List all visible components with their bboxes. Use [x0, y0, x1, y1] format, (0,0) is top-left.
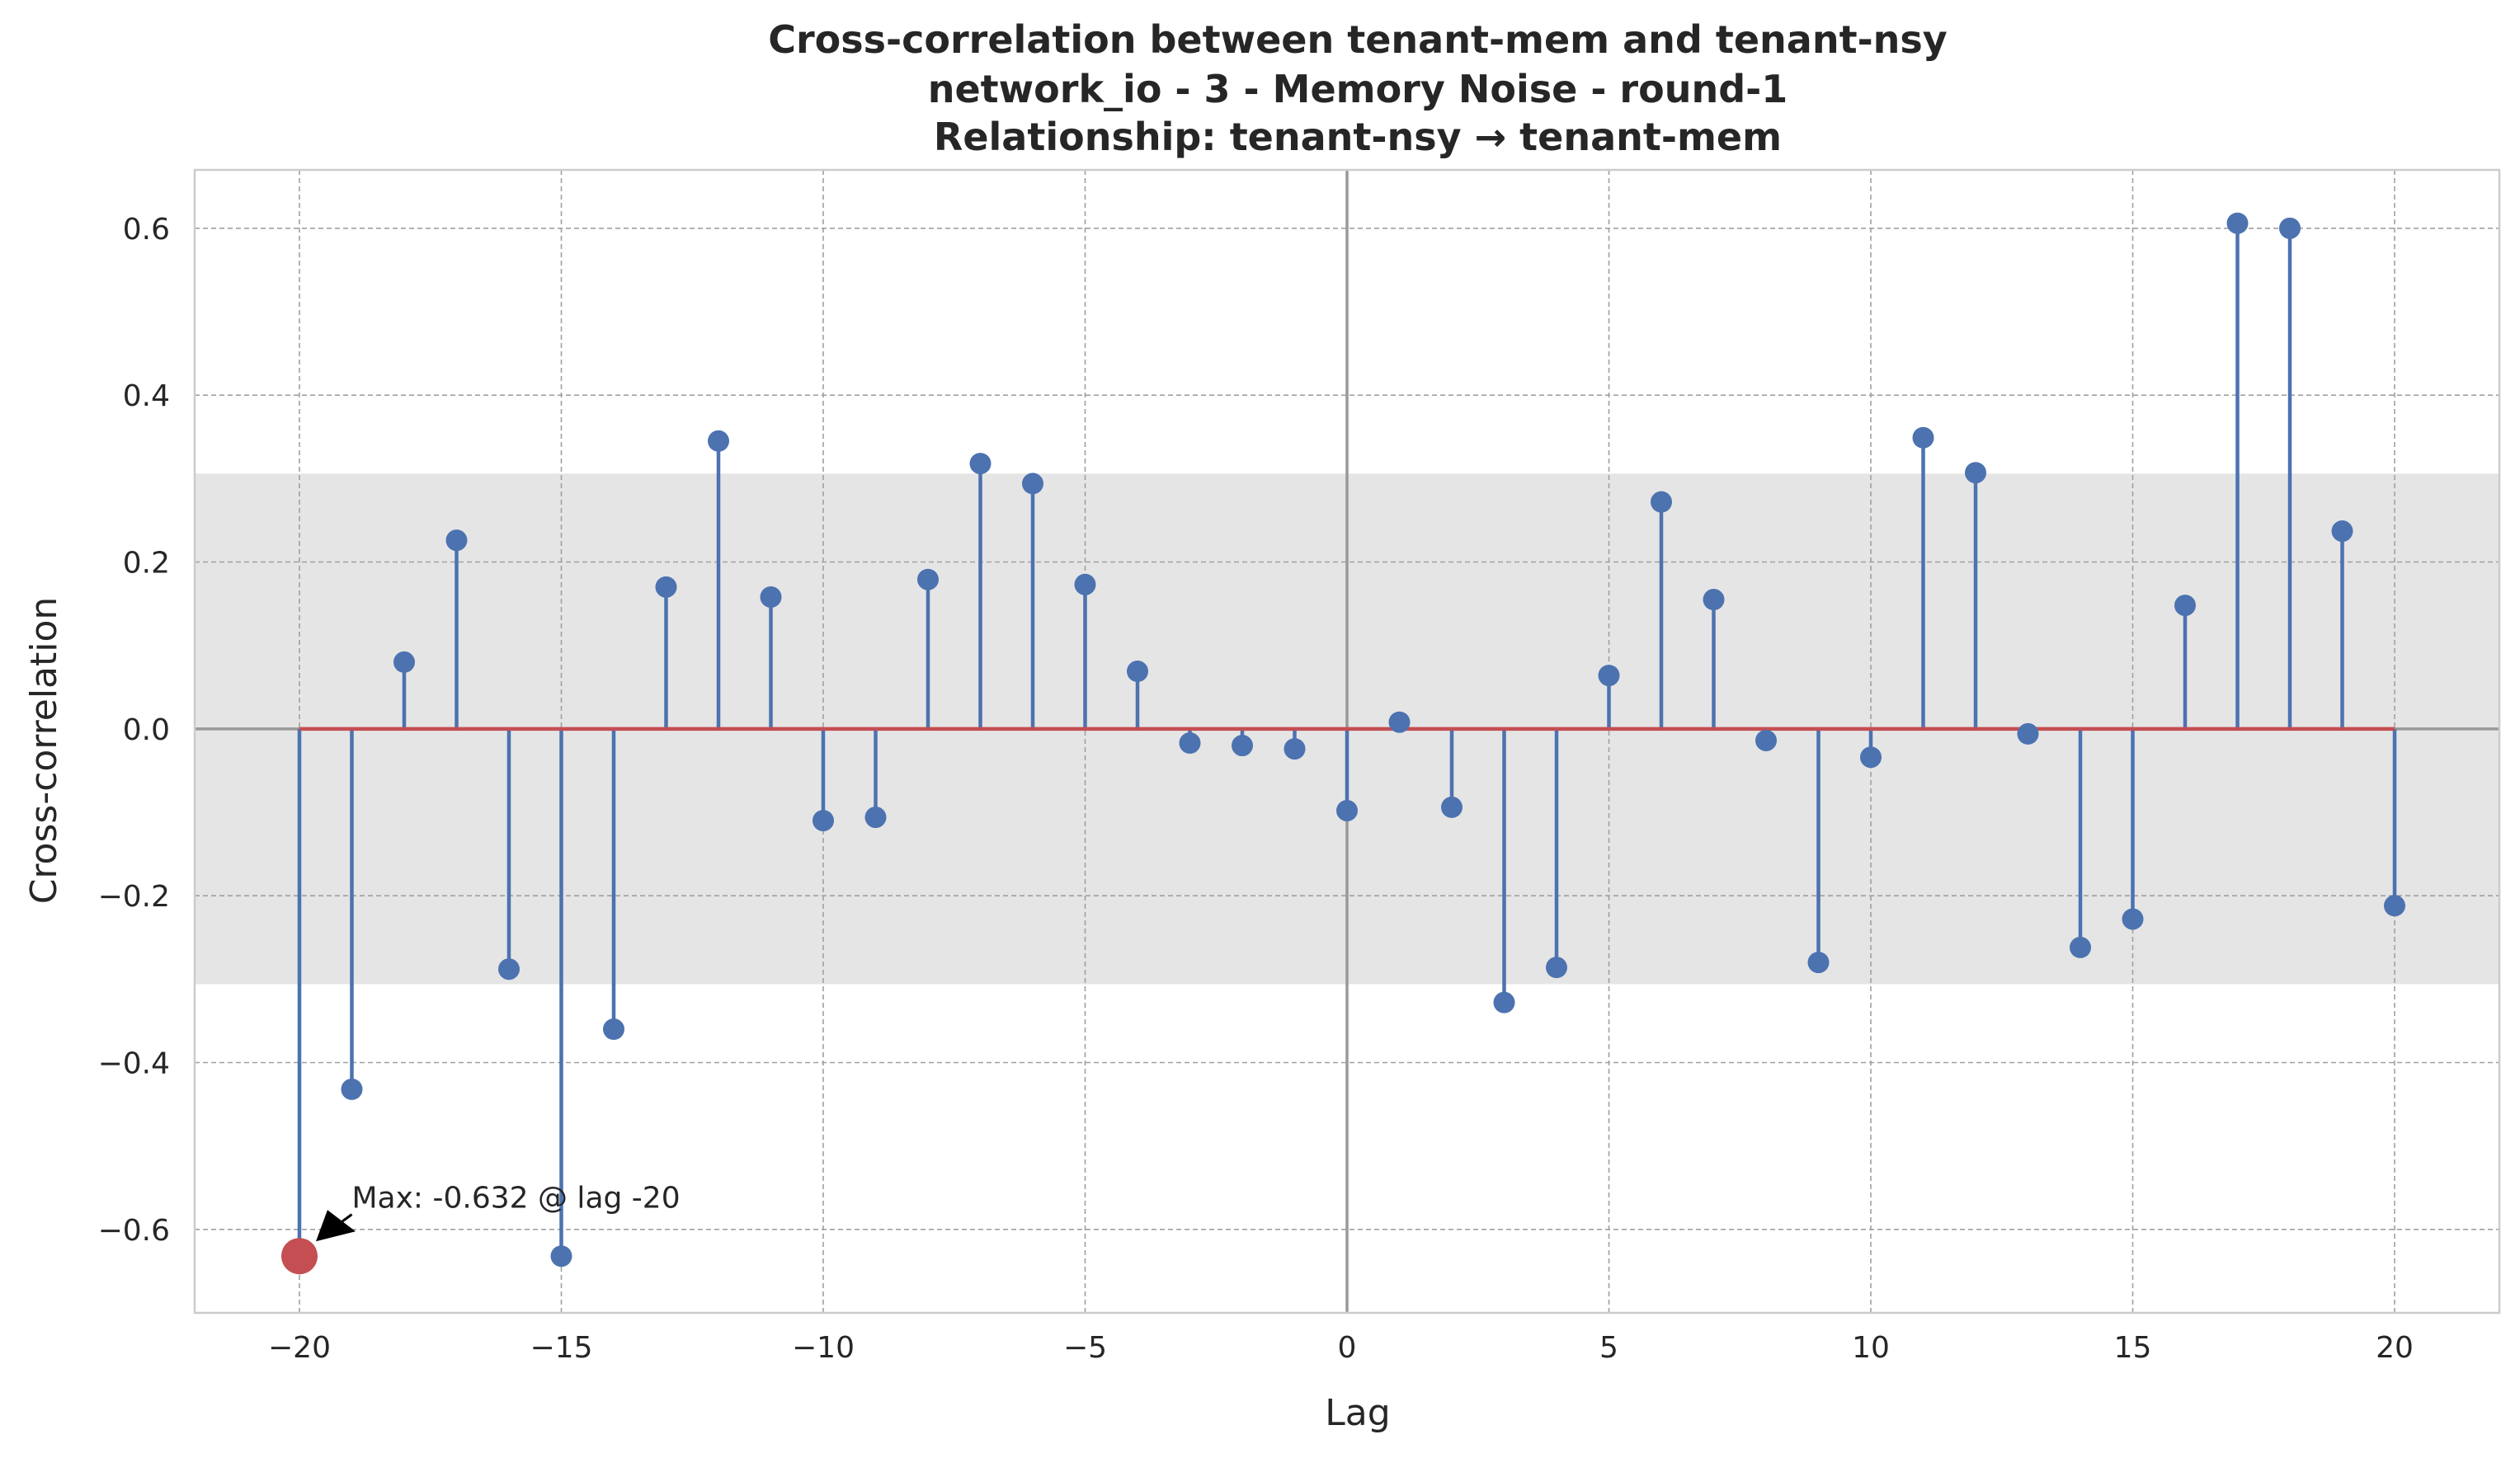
stem-marker — [2017, 722, 2039, 745]
stem-marker — [341, 1078, 363, 1100]
stem-marker — [813, 810, 834, 832]
stem-marker — [655, 576, 677, 598]
chart-title-line-2: network_io - 3 - Memory Noise - round-1 — [928, 67, 1788, 111]
stem-marker — [1179, 732, 1201, 755]
y-tick-label: −0.4 — [98, 1046, 170, 1080]
stem-marker — [2122, 908, 2144, 930]
stem-marker — [1651, 491, 1672, 513]
stem-marker — [1441, 796, 1463, 818]
x-tick-label: −20 — [268, 1331, 331, 1365]
y-tick-label: 0.2 — [123, 546, 170, 580]
stem-marker — [1127, 661, 1148, 683]
stem-marker — [1860, 746, 1882, 769]
stem-marker — [1703, 589, 1725, 611]
stem-marker — [2070, 936, 2091, 958]
x-axis-label: Lag — [1325, 1392, 1390, 1434]
x-tick-label: 15 — [2114, 1331, 2152, 1365]
x-tick-label: 10 — [1852, 1331, 1890, 1365]
stem-marker — [498, 958, 520, 981]
stem-marker — [603, 1018, 624, 1041]
stem-marker — [1598, 665, 1620, 687]
stem-marker — [1074, 573, 1096, 595]
y-tick-label: 0.6 — [123, 213, 170, 247]
plot-frame — [193, 168, 2501, 1315]
max-annotation: Max: -0.632 @ lag -20 — [352, 1182, 681, 1216]
stem-marker — [445, 529, 468, 552]
y-axis-label: Cross-correlation — [23, 597, 65, 905]
stem-marker — [1022, 473, 1043, 495]
stem-marker — [2331, 520, 2353, 543]
y-tick-label: 0.0 — [123, 713, 170, 747]
stem-marker — [1284, 738, 1306, 760]
y-tick-label: 0.4 — [123, 379, 170, 413]
stem-marker — [708, 430, 729, 452]
y-tick-label: −0.2 — [98, 880, 170, 914]
stem-marker — [1546, 957, 1567, 979]
stem-marker — [760, 586, 782, 608]
stem-marker — [969, 453, 992, 475]
stem-marker — [2226, 212, 2249, 234]
y-tick-label: −0.6 — [98, 1214, 170, 1248]
x-tick-label: 20 — [2376, 1331, 2414, 1365]
stem-marker — [917, 568, 939, 590]
stem-marker — [1232, 735, 1253, 757]
x-tick-label: 5 — [1599, 1331, 1618, 1365]
stem-marker — [550, 1245, 572, 1268]
stem-marker — [2384, 895, 2405, 917]
max-marker — [281, 1238, 318, 1275]
stem-marker — [2279, 217, 2301, 239]
x-tick-label: −5 — [1063, 1331, 1107, 1365]
chart-title-line-1: Cross-correlation between tenant-mem and… — [768, 17, 1948, 62]
x-tick-label: −10 — [792, 1331, 855, 1365]
stem-marker — [1336, 799, 1358, 821]
stem-marker — [1965, 462, 1986, 484]
x-tick-label: −15 — [530, 1331, 593, 1365]
stem-marker — [1388, 711, 1411, 733]
stem-marker — [1493, 991, 1515, 1014]
stem-marker — [393, 651, 415, 673]
stem-marker — [1755, 729, 1777, 751]
stem-marker — [1807, 952, 1830, 974]
chart-title-line-3: Relationship: tenant-nsy → tenant-mem — [934, 115, 1782, 159]
plot-area: Max: -0.632 @ lag -20 −20 −15 −10 −5 0 5 10 15 20… — [98, 168, 2501, 1365]
stem-marker — [1912, 426, 1934, 449]
annotation-arrowhead — [316, 1210, 356, 1242]
stem-marker — [864, 807, 887, 829]
x-tick-label: 0 — [1338, 1331, 1357, 1365]
stem-marker — [2174, 595, 2196, 617]
